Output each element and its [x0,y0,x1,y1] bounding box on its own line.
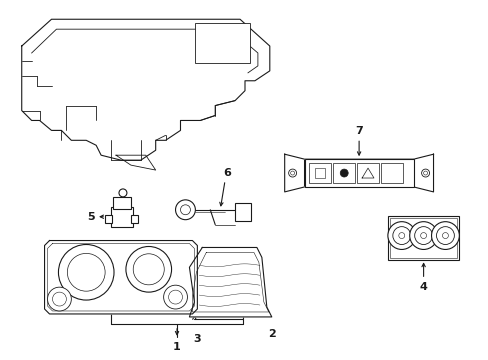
Circle shape [442,233,447,239]
Bar [356,163,378,183]
Circle shape [431,222,458,249]
Circle shape [423,171,427,175]
Circle shape [119,189,127,197]
Polygon shape [21,19,269,160]
Bar [387,216,458,260]
Circle shape [288,169,296,177]
Text: 6: 6 [223,168,231,178]
Text: 7: 7 [354,126,362,136]
Circle shape [409,222,437,249]
Bar [333,163,354,183]
Text: 1: 1 [173,342,181,352]
Bar [315,168,325,178]
Bar [195,23,249,63]
Circle shape [392,227,410,244]
Text: !: ! [366,172,368,176]
Text: 4: 4 [419,282,427,292]
Text: 2: 2 [267,329,275,339]
Circle shape [436,227,453,244]
Circle shape [420,233,426,239]
Text: 5: 5 [87,212,95,222]
Polygon shape [44,240,197,314]
Circle shape [398,233,404,239]
Polygon shape [284,154,304,192]
Circle shape [59,244,114,300]
Bar [389,218,456,258]
Bar [131,215,138,223]
Circle shape [180,205,190,215]
Circle shape [175,200,195,220]
Circle shape [340,169,347,177]
Circle shape [126,247,171,292]
Text: 3: 3 [193,334,201,344]
Circle shape [168,290,182,304]
Circle shape [47,287,71,311]
Circle shape [52,292,66,306]
Bar [380,163,402,183]
Polygon shape [116,155,155,170]
Bar [111,207,133,227]
Circle shape [414,227,432,244]
Bar [304,159,413,187]
Polygon shape [189,247,271,317]
Bar [113,197,131,209]
Circle shape [133,254,164,285]
Bar [105,215,112,223]
Bar [309,163,331,183]
Circle shape [67,253,105,291]
Circle shape [290,171,294,175]
Bar [235,203,250,221]
Circle shape [163,285,187,309]
Circle shape [421,169,428,177]
Polygon shape [413,154,433,192]
Circle shape [387,222,415,249]
